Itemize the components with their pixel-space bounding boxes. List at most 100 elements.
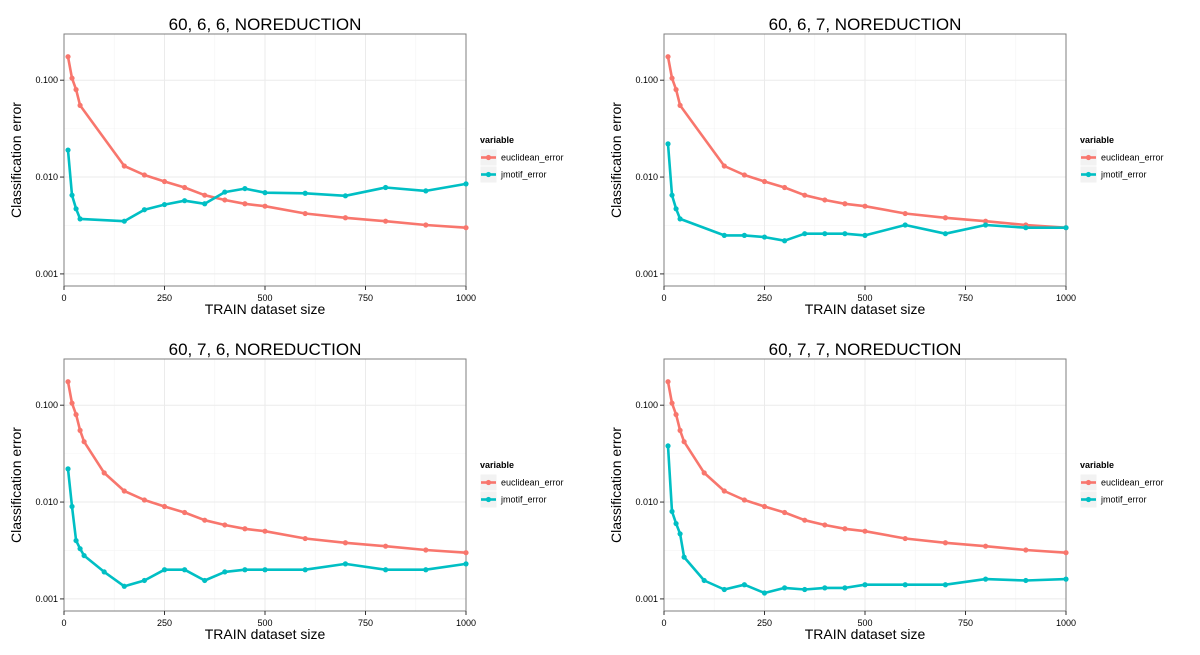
x-tick-label: 0 (661, 618, 666, 628)
legend-label: euclidean_error (501, 153, 564, 163)
data-point-jmotif_error (902, 582, 908, 588)
x-tick-label: 750 (958, 618, 973, 628)
data-point-jmotif_error (302, 567, 308, 573)
data-point-jmotif_error (262, 567, 268, 573)
data-point-jmotif_error (681, 554, 687, 560)
data-point-euclidean_error (721, 163, 727, 169)
data-point-jmotif_error (761, 590, 768, 596)
data-point-jmotif_error (842, 231, 848, 237)
data-point-jmotif_error (77, 546, 83, 552)
legend-key-point (1085, 496, 1092, 503)
data-point-euclidean_error (73, 411, 79, 418)
data-point-euclidean_error (202, 192, 208, 198)
data-point-jmotif_error (741, 232, 747, 238)
data-point-euclidean_error (463, 225, 469, 231)
data-point-jmotif_error (665, 141, 671, 147)
data-point-euclidean_error (983, 218, 989, 224)
data-point-euclidean_error (701, 470, 707, 476)
y-tick-label: 0.001 (635, 594, 658, 604)
data-point-jmotif_error (1023, 577, 1029, 584)
data-point-euclidean_error (121, 163, 127, 169)
legend-key-point (1085, 171, 1092, 178)
data-point-jmotif_error (342, 193, 348, 199)
data-point-euclidean_error (902, 535, 908, 542)
data-point-euclidean_error (141, 172, 147, 178)
data-point-euclidean_error (673, 411, 679, 418)
data-point-euclidean_error (741, 497, 747, 503)
x-tick-label: 500 (257, 293, 272, 303)
data-point-jmotif_error (342, 561, 348, 567)
data-point-jmotif_error (741, 582, 747, 588)
y-tick-label: 0.010 (635, 172, 658, 182)
series-euclidean_error (665, 379, 1069, 556)
y-tick-label: 0.010 (35, 172, 58, 182)
y-tick-label: 0.001 (35, 594, 58, 604)
data-point-jmotif_error (677, 216, 683, 222)
x-tick-label: 0 (61, 618, 66, 628)
data-point-jmotif_error (423, 567, 429, 573)
series-jmotif_error (665, 443, 1069, 596)
legend-title: variable (1080, 460, 1114, 470)
data-point-euclidean_error (902, 210, 908, 217)
data-point-jmotif_error (302, 190, 308, 196)
data-point-jmotif_error (141, 207, 147, 213)
legend-label: jmotif_error (1100, 170, 1147, 180)
x-tick-label: 250 (757, 618, 772, 628)
legend-label: jmotif_error (500, 170, 547, 180)
x-tick-label: 1000 (456, 618, 476, 628)
data-point-euclidean_error (141, 497, 147, 503)
data-point-jmotif_error (782, 238, 788, 244)
data-point-jmotif_error (77, 216, 83, 222)
data-point-euclidean_error (342, 540, 348, 546)
data-point-euclidean_error (65, 379, 71, 385)
series-euclidean_error (65, 54, 469, 231)
data-point-jmotif_error (802, 231, 808, 237)
data-point-jmotif_error (902, 222, 908, 228)
data-point-jmotif_error (161, 201, 168, 208)
data-point-euclidean_error (842, 526, 848, 532)
data-point-euclidean_error (202, 517, 208, 523)
data-point-jmotif_error (463, 181, 469, 187)
data-point-jmotif_error (423, 188, 429, 194)
data-point-jmotif_error (822, 231, 828, 237)
legend-key-point (485, 479, 492, 486)
data-point-euclidean_error (1063, 550, 1069, 556)
y-axis-label: Classification error (8, 102, 24, 218)
data-point-euclidean_error (161, 503, 168, 510)
data-point-jmotif_error (1063, 576, 1069, 582)
x-tick-label: 500 (857, 618, 872, 628)
chart-title: 60, 6, 6, NOREDUCTION (169, 15, 362, 34)
data-point-euclidean_error (802, 192, 808, 198)
legend-label: euclidean_error (1101, 478, 1164, 488)
y-axis-label: Classification error (608, 427, 624, 543)
data-point-euclidean_error (262, 203, 268, 209)
data-point-jmotif_error (782, 585, 788, 591)
legend-key-point (485, 154, 492, 161)
data-point-euclidean_error (665, 54, 671, 60)
x-tick-label: 1000 (456, 293, 476, 303)
legend-label: jmotif_error (500, 495, 547, 505)
data-point-euclidean_error (222, 197, 228, 203)
series-jmotif_error (65, 147, 469, 224)
data-point-euclidean_error (302, 535, 308, 542)
data-point-jmotif_error (721, 586, 727, 593)
data-point-jmotif_error (69, 503, 75, 510)
data-point-jmotif_error (69, 192, 75, 198)
y-tick-label: 0.100 (635, 400, 658, 410)
data-point-jmotif_error (262, 190, 268, 196)
data-point-euclidean_error (69, 400, 75, 406)
data-point-jmotif_error (942, 582, 948, 588)
data-point-euclidean_error (423, 222, 429, 228)
chart-panel-2: 60, 6, 7, NOREDUCTION 0 250 500 750 1000 0.001… (608, 15, 1164, 317)
data-point-jmotif_error (161, 567, 168, 573)
series-jmotif_error (665, 141, 1069, 244)
data-point-jmotif_error (983, 222, 989, 228)
data-point-euclidean_error (862, 528, 868, 534)
data-point-jmotif_error (121, 218, 127, 224)
chart-panel-1: 60, 6, 6, NOREDUCTION 0 250 500 750 1000 0.001… (8, 15, 564, 317)
legend-title: variable (1080, 135, 1114, 145)
data-point-jmotif_error (842, 585, 848, 591)
x-tick-label: 750 (958, 293, 973, 303)
x-tick-label: 0 (61, 293, 66, 303)
